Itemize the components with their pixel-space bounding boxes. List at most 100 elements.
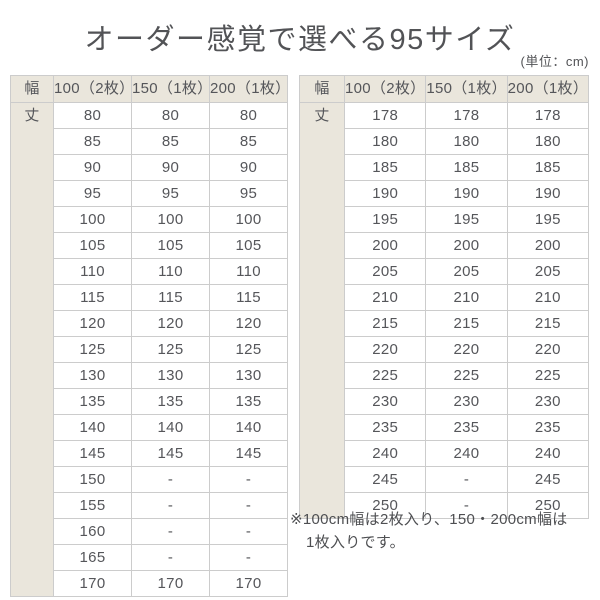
- table-cell: 250: [506, 492, 590, 519]
- table-cell: 120: [209, 310, 288, 337]
- table-row: 170 170 170: [11, 570, 288, 597]
- table-cell: 140: [131, 414, 210, 441]
- table-cell: 150: [53, 466, 132, 493]
- table-cell: 100: [53, 206, 132, 233]
- table-cell: 85: [209, 128, 288, 155]
- table-cell: 250: [343, 492, 427, 519]
- table-cell: 100: [209, 206, 288, 233]
- table-cell: 190: [343, 180, 427, 207]
- table-row: 丈 178 178 178: [299, 102, 590, 519]
- table-row: 115 115 115: [11, 284, 288, 311]
- table-cell: 115: [53, 284, 132, 311]
- table-cell: 230: [425, 388, 508, 415]
- column-header: 200（1枚）: [209, 75, 288, 103]
- table-row: 205 205 205: [300, 258, 590, 285]
- table-cell: 240: [506, 440, 590, 467]
- column-header: 150（1枚）: [131, 75, 210, 103]
- table-row: 100 100 100: [11, 206, 288, 233]
- column-header: 幅: [299, 75, 345, 103]
- table-row: 125 125 125: [11, 336, 288, 363]
- table-cell: 178: [343, 102, 427, 129]
- table-cell: 195: [425, 206, 508, 233]
- table-cell: -: [425, 492, 508, 519]
- column-header: 幅: [10, 75, 54, 103]
- table-cell: 205: [506, 258, 590, 285]
- table-cell: 185: [343, 154, 427, 181]
- table-row: 235 235 235: [300, 414, 590, 441]
- table-cell: 180: [343, 128, 427, 155]
- page-title: オーダー感覚で選べる95サイズ: [84, 24, 516, 56]
- table-cell: -: [425, 466, 508, 493]
- table-cell: 125: [53, 336, 132, 363]
- table-row: 105 105 105: [11, 232, 288, 259]
- table-row: 195 195 195: [300, 206, 590, 233]
- table-cell: 125: [209, 336, 288, 363]
- table-cell: 85: [53, 128, 132, 155]
- table-cell: 115: [131, 284, 210, 311]
- table-cell: 160: [53, 518, 132, 545]
- table-row: 210 210 210: [300, 284, 590, 311]
- table-cell: 220: [343, 336, 427, 363]
- table-cell: 120: [53, 310, 132, 337]
- table-cell: 110: [131, 258, 210, 285]
- row-header-cell: 丈: [299, 102, 345, 519]
- table-row: 250-250: [300, 492, 590, 519]
- table-cell: 225: [343, 362, 427, 389]
- table-cell: -: [209, 492, 288, 519]
- table-cell: 130: [209, 362, 288, 389]
- table-cell: 200: [506, 232, 590, 259]
- table-cell: 205: [425, 258, 508, 285]
- table-cell: 220: [425, 336, 508, 363]
- table-cell: 185: [425, 154, 508, 181]
- table-cell: 80: [53, 102, 132, 129]
- table-cell: 195: [506, 206, 590, 233]
- table-cell: 245: [506, 466, 590, 493]
- table-row: 245-245: [300, 466, 590, 493]
- table-cell: 90: [131, 154, 210, 181]
- table-cell: 225: [506, 362, 590, 389]
- table-cell: 170: [209, 570, 288, 597]
- table-cell: 95: [53, 180, 132, 207]
- table-cell: 180: [425, 128, 508, 155]
- table-row: 130 130 130: [11, 362, 288, 389]
- table-row: 190 190 190: [300, 180, 590, 207]
- table-cell: 95: [131, 180, 210, 207]
- table-cell: 80: [131, 102, 210, 129]
- size-table-short: 幅 100（2枚） 150（1枚） 200（1枚）丈 80 80 80 85 85 85 90 90 9…: [10, 75, 288, 597]
- table-cell: 235: [506, 414, 590, 441]
- table-cell: 105: [131, 232, 210, 259]
- table-cell: 170: [131, 570, 210, 597]
- table-cell: -: [209, 466, 288, 493]
- table-cell: 115: [209, 284, 288, 311]
- footnote-line-1: ※100cm幅は2枚入り、150・200cm幅は: [290, 511, 568, 528]
- table-cell: 210: [343, 284, 427, 311]
- table-cell: 105: [53, 232, 132, 259]
- table-cell: 215: [343, 310, 427, 337]
- column-header: 150（1枚）: [425, 75, 508, 103]
- table-cell: 170: [53, 570, 132, 597]
- table-cell: 220: [506, 336, 590, 363]
- column-header: 200（1枚）: [506, 75, 590, 103]
- table-row: 160- -: [11, 518, 288, 545]
- table-row: 95 95 95: [11, 180, 288, 207]
- table-cell: -: [209, 544, 288, 571]
- table-cell: 200: [425, 232, 508, 259]
- table-cell: 100: [131, 206, 210, 233]
- table-cell: 245: [343, 466, 427, 493]
- table-cell: -: [131, 518, 210, 545]
- table-cell: -: [131, 492, 210, 519]
- table-cell: 210: [425, 284, 508, 311]
- table-cell: 190: [506, 180, 590, 207]
- table-row: 110 110 110: [11, 258, 288, 285]
- table-cell: 225: [425, 362, 508, 389]
- size-table-long: 幅 100（2枚） 150（1枚） 200（1枚）丈 178 178 178 180 180 18…: [299, 75, 590, 519]
- header-row: 幅 100（2枚） 150（1枚） 200（1枚）: [299, 75, 590, 103]
- footnote-line-2: 1枚入りです。: [306, 534, 405, 551]
- table-cell: 125: [131, 336, 210, 363]
- table-cell: 130: [131, 362, 210, 389]
- table-cell: 215: [506, 310, 590, 337]
- table-cell: 85: [131, 128, 210, 155]
- table-cell: 240: [425, 440, 508, 467]
- table-cell: 200: [343, 232, 427, 259]
- table-cell: 110: [53, 258, 132, 285]
